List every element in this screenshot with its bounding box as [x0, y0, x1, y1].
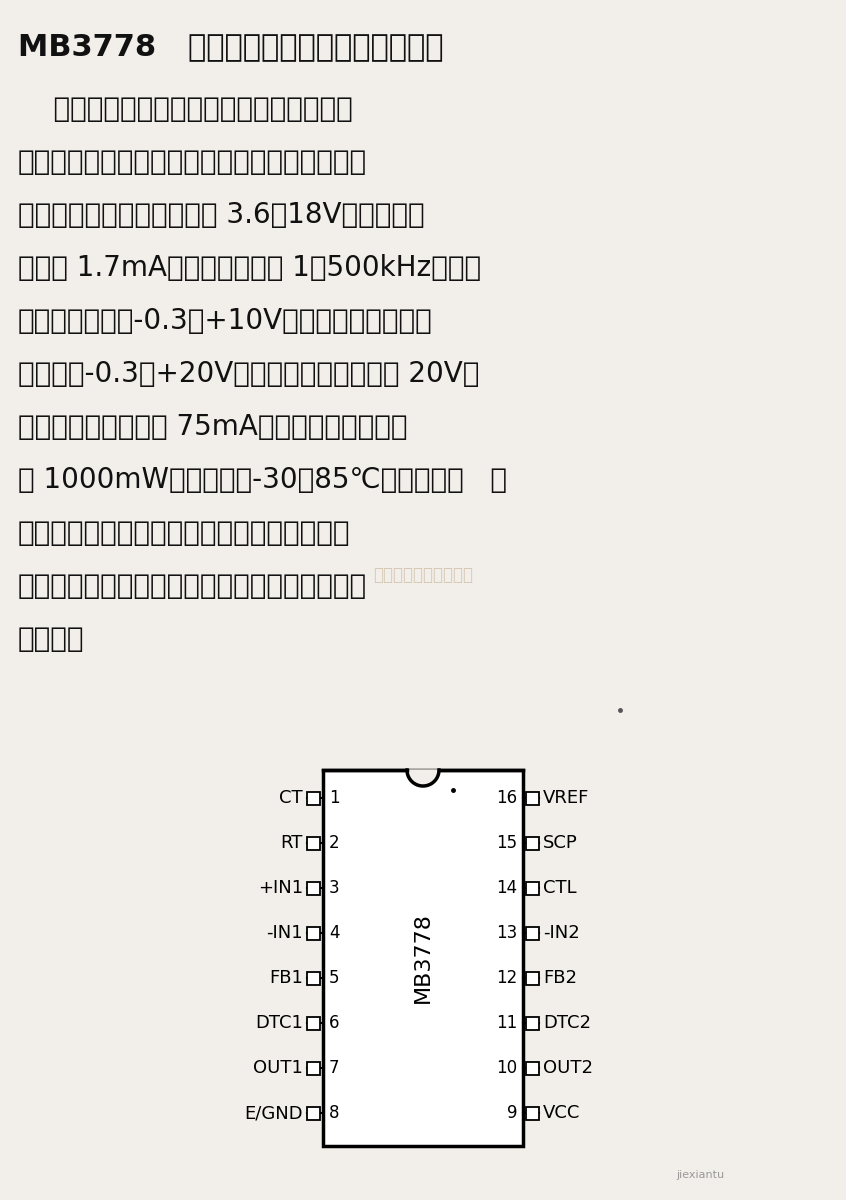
- Text: 16: 16: [496, 790, 517, 806]
- Bar: [526, 926, 539, 940]
- Text: 12: 12: [496, 970, 517, 986]
- Text: FB1: FB1: [269, 970, 303, 986]
- Text: 式短路保护电路、地输入电压时防止误动作电: 式短路保护电路、地输入电压时防止误动作电: [18, 518, 350, 547]
- Text: 14: 14: [496, 878, 517, 898]
- Bar: [307, 836, 320, 850]
- Bar: [307, 1016, 320, 1030]
- Text: VCC: VCC: [543, 1104, 580, 1122]
- Polygon shape: [407, 770, 439, 786]
- Bar: [526, 882, 539, 894]
- Text: OUT2: OUT2: [543, 1058, 593, 1078]
- Text: 出电压；工作电源电压范围 3.6～18V；工作时消: 出电压；工作电源电压范围 3.6～18V；工作时消: [18, 200, 425, 229]
- Text: 能实现双输出的同步控制的开关稳压器控: 能实现双输出的同步控制的开关稳压器控: [18, 95, 353, 122]
- Text: +IN1: +IN1: [258, 878, 303, 898]
- Text: 路；可在全占空范围内调整静止时间；有备用状: 路；可在全占空范围内调整静止时间；有备用状: [18, 572, 367, 600]
- Bar: [323, 770, 523, 1146]
- Text: 13: 13: [496, 924, 517, 942]
- Bar: [526, 792, 539, 804]
- Text: RT: RT: [281, 834, 303, 852]
- Text: 15: 15: [496, 834, 517, 852]
- Text: 1: 1: [329, 790, 339, 806]
- Text: 制电路；可得到升压、降压和反相中任意两种输: 制电路；可得到升压、降压和反相中任意两种输: [18, 148, 367, 176]
- Text: 态功能。: 态功能。: [18, 625, 85, 653]
- Text: 7: 7: [329, 1058, 339, 1078]
- Bar: [526, 972, 539, 984]
- Text: 8: 8: [329, 1104, 339, 1122]
- Bar: [307, 1062, 320, 1074]
- Text: 4: 4: [329, 924, 339, 942]
- Bar: [526, 1016, 539, 1030]
- Text: 10: 10: [496, 1058, 517, 1078]
- Text: 最大集电极输出电流 75mA；双列直插封装的功: 最大集电极输出电流 75mA；双列直插封装的功: [18, 413, 408, 440]
- Text: 6: 6: [329, 1014, 339, 1032]
- Bar: [526, 1106, 539, 1120]
- Text: 3: 3: [329, 878, 339, 898]
- Text: -IN2: -IN2: [543, 924, 580, 942]
- Text: jiexiantu: jiexiantu: [676, 1170, 724, 1180]
- Text: CT: CT: [279, 790, 303, 806]
- Text: 耗 1000mW；工作温度-30～85℃；内含定时   锁: 耗 1000mW；工作温度-30～85℃；内含定时 锁: [18, 466, 507, 494]
- Text: E/GND: E/GND: [244, 1104, 303, 1122]
- Bar: [307, 792, 320, 804]
- Text: MB3778   开关稳压器控制电路（双输出）: MB3778 开关稳压器控制电路（双输出）: [18, 32, 443, 61]
- Bar: [307, 926, 320, 940]
- Text: DTC1: DTC1: [255, 1014, 303, 1032]
- Text: CTL: CTL: [543, 878, 577, 898]
- Text: 5: 5: [329, 970, 339, 986]
- Text: 2: 2: [329, 834, 339, 852]
- Bar: [307, 1106, 320, 1120]
- Bar: [526, 836, 539, 850]
- Text: 11: 11: [496, 1014, 517, 1032]
- Text: 端）极限-0.3～+20V；最大集电极输出电压 20V；: 端）极限-0.3～+20V；最大集电极输出电压 20V；: [18, 360, 480, 388]
- Bar: [307, 882, 320, 894]
- Text: 杭州炬虎科技有限公司: 杭州炬虎科技有限公司: [373, 566, 473, 584]
- Text: MB3778: MB3778: [413, 912, 433, 1003]
- Text: OUT1: OUT1: [253, 1058, 303, 1078]
- Text: VREF: VREF: [543, 790, 590, 806]
- Text: SCP: SCP: [543, 834, 578, 852]
- Text: FB2: FB2: [543, 970, 577, 986]
- Text: 放大器输入极限-0.3～+10V；控制输入（ＣＴＬ: 放大器输入极限-0.3～+10V；控制输入（ＣＴＬ: [18, 307, 433, 335]
- Text: -IN1: -IN1: [266, 924, 303, 942]
- Bar: [307, 972, 320, 984]
- Bar: [526, 1062, 539, 1074]
- Text: 9: 9: [507, 1104, 517, 1122]
- Text: DTC2: DTC2: [543, 1014, 591, 1032]
- Text: 耗电流 1.7mA；工作频率范围 1～500kHz；误差: 耗电流 1.7mA；工作频率范围 1～500kHz；误差: [18, 254, 481, 282]
